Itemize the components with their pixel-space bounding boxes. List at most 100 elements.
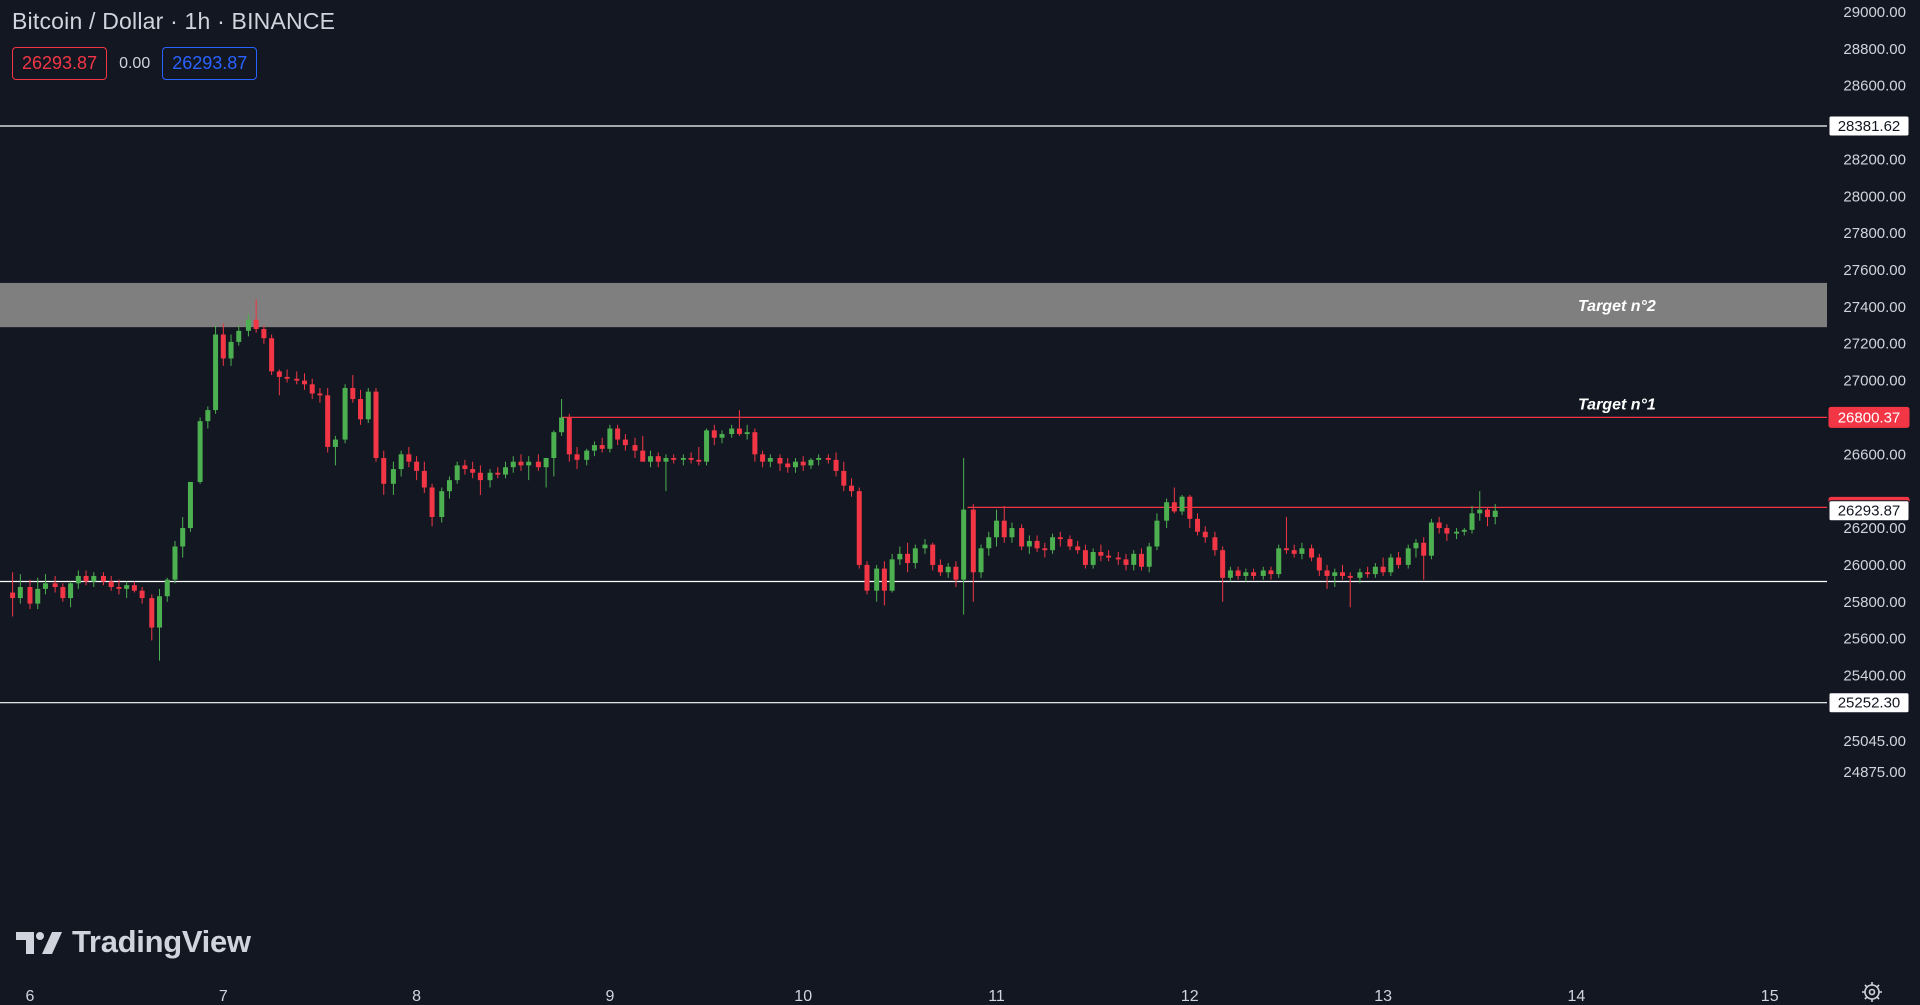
candle-body bbox=[429, 487, 435, 517]
candle-body bbox=[518, 461, 524, 466]
candle-body bbox=[647, 456, 653, 462]
candle-body bbox=[342, 387, 348, 440]
price-tick-label: 25045.00 bbox=[1843, 733, 1906, 750]
price-tick-label: 25400.00 bbox=[1843, 667, 1906, 684]
candle-body bbox=[477, 472, 483, 481]
candle-body bbox=[487, 472, 493, 481]
candle-body bbox=[526, 461, 532, 466]
time-tick-label: 10 bbox=[794, 988, 812, 1005]
candle-body bbox=[1251, 572, 1257, 576]
candle-body bbox=[1332, 572, 1338, 576]
zone-label: Target n°2 bbox=[1578, 298, 1656, 315]
candle-body bbox=[253, 319, 259, 329]
candle-body bbox=[470, 469, 476, 473]
candle-body bbox=[1075, 546, 1081, 551]
price-axis[interactable]: 29000.00 28800.00 28600.00 28200.00 28000.00… bbox=[1827, 0, 1920, 985]
candle-body bbox=[808, 459, 814, 466]
price-label-box[interactable] bbox=[1828, 500, 1910, 522]
candle-body bbox=[841, 470, 847, 486]
candle-body bbox=[930, 544, 936, 565]
candles-layer bbox=[10, 299, 1498, 661]
candle-body bbox=[220, 334, 226, 359]
target-zone[interactable] bbox=[0, 282, 1827, 328]
candle-body bbox=[912, 548, 918, 564]
price-tick-label: 24875.00 bbox=[1843, 764, 1906, 781]
buy-price-button[interactable]: 26293.87 bbox=[162, 47, 258, 80]
candle-body bbox=[1340, 572, 1346, 576]
candle-body bbox=[744, 432, 750, 435]
candle-body bbox=[131, 585, 137, 591]
candle-body bbox=[680, 458, 686, 460]
candle-body bbox=[301, 380, 307, 385]
candle-body bbox=[116, 587, 122, 589]
candle-body bbox=[1019, 528, 1025, 547]
candle-body bbox=[777, 458, 783, 464]
candle-body bbox=[767, 458, 773, 462]
candle-body bbox=[551, 432, 557, 459]
candle-body bbox=[180, 528, 186, 547]
time-tick-label: 8 bbox=[412, 988, 421, 1005]
candle-body bbox=[792, 461, 798, 468]
candle-body bbox=[800, 461, 806, 466]
candle-body bbox=[1436, 522, 1442, 529]
candle-body bbox=[1090, 551, 1096, 565]
candle-body bbox=[261, 328, 267, 339]
candle-body bbox=[760, 454, 766, 462]
candle-body bbox=[139, 590, 145, 599]
candle-body bbox=[1235, 570, 1241, 576]
candle-body bbox=[358, 399, 364, 420]
candle-body bbox=[1291, 550, 1297, 554]
candle-body bbox=[729, 428, 735, 435]
time-axis[interactable]: 6 7 8 9 10 11 12 13 14 15 bbox=[0, 985, 1920, 1005]
price-label-box[interactable] bbox=[1828, 692, 1910, 714]
candle-body bbox=[704, 430, 710, 462]
candle-body bbox=[213, 334, 219, 411]
candle-body bbox=[1220, 550, 1226, 578]
candle-body bbox=[1082, 550, 1088, 565]
candle-body bbox=[350, 387, 356, 400]
time-tick-label: 9 bbox=[605, 988, 614, 1005]
price-tick-label: 25800.00 bbox=[1843, 594, 1906, 611]
price-row: 26293.87 0.00 26293.87 bbox=[12, 47, 335, 80]
candle-body bbox=[1106, 555, 1112, 558]
candle-body bbox=[332, 439, 338, 447]
candle-body bbox=[937, 564, 943, 573]
sell-price-button[interactable]: 26293.87 bbox=[12, 47, 108, 80]
tradingview-watermark[interactable]: TradingView bbox=[16, 924, 251, 960]
candle-body bbox=[398, 454, 404, 470]
price-tick-label: 26200.00 bbox=[1843, 520, 1906, 537]
candle-body bbox=[108, 581, 114, 588]
chart-header: Bitcoin / Dollar · 1h · BINANCE 26293.87… bbox=[12, 8, 335, 80]
candle-body bbox=[978, 548, 984, 573]
price-tick-label: 27600.00 bbox=[1843, 262, 1906, 279]
candle-body bbox=[245, 319, 251, 331]
candle-body bbox=[719, 434, 725, 438]
candle-body bbox=[905, 553, 911, 564]
candle-body bbox=[42, 583, 48, 589]
candle-body bbox=[922, 544, 928, 549]
candle-body bbox=[439, 491, 445, 517]
time-tick-label: 13 bbox=[1374, 988, 1392, 1005]
candle-body bbox=[632, 445, 638, 451]
candle-body bbox=[197, 421, 203, 482]
annotations-layer: Target n°1 bbox=[1578, 396, 1656, 413]
price-label-box[interactable] bbox=[1828, 115, 1910, 137]
candle-body bbox=[1115, 557, 1121, 560]
gear-icon[interactable] bbox=[1860, 980, 1884, 1004]
candle-body bbox=[856, 491, 862, 565]
candle-body bbox=[1413, 542, 1419, 549]
candle-body bbox=[1324, 570, 1330, 576]
price-axis-bg bbox=[1827, 0, 1920, 985]
symbol-title[interactable]: Bitcoin / Dollar · 1h · BINANCE bbox=[12, 8, 336, 34]
lines-layer bbox=[0, 125, 1827, 704]
candle-body bbox=[236, 330, 242, 342]
candle-body bbox=[945, 566, 951, 573]
price-label-box[interactable] bbox=[1828, 406, 1910, 428]
candle-body bbox=[1123, 559, 1129, 565]
price-label-text: 26293.87 bbox=[1838, 503, 1901, 520]
candle-body bbox=[100, 575, 106, 582]
candle-body bbox=[640, 450, 646, 462]
candle-body bbox=[454, 465, 460, 481]
